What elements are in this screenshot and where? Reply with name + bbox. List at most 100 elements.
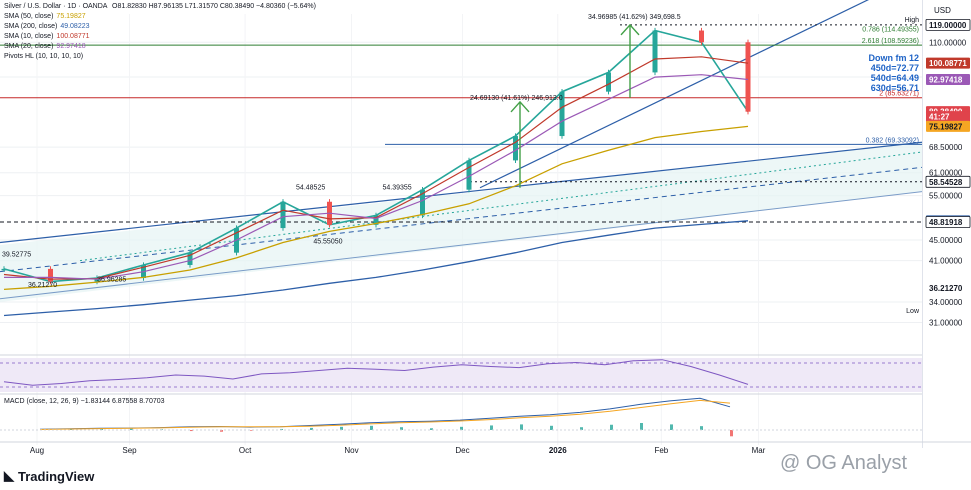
measure-arrow-mid-head xyxy=(510,100,530,113)
macd-histogram-bar xyxy=(490,425,493,430)
ohlc-values: O81.82830 H87.96135 L71.31570 C80.38490 … xyxy=(112,3,316,10)
indicator-label: SMA (10, close) xyxy=(4,33,54,40)
series-layer xyxy=(1,27,751,317)
price-tick-label: 68.50000 xyxy=(929,143,963,152)
pivot-label: 39.52775 xyxy=(2,251,31,258)
series-sma-10-close xyxy=(3,56,749,280)
overlay-layer xyxy=(0,0,923,303)
macd-histogram-bar xyxy=(640,423,643,430)
price-badge-label: 36.21270 xyxy=(929,284,963,293)
macd-histogram-bar xyxy=(280,428,283,430)
indicator-value: 92.97418 xyxy=(56,43,86,50)
channel-info-text: Down fm 12 xyxy=(868,53,919,63)
price-candle xyxy=(513,136,518,161)
indicator-value: 75.19827 xyxy=(56,13,86,20)
time-tick-label: Dec xyxy=(455,446,469,455)
channel-info-text: 630d=56.71 xyxy=(871,83,919,93)
macd-histogram-bar xyxy=(400,427,403,430)
macd-histogram-bar xyxy=(460,426,463,430)
price-tick-label: 110.00000 xyxy=(929,38,967,47)
indicator-value: 100.08771 xyxy=(56,33,90,40)
price-badge-label: 58.54528 xyxy=(929,178,963,187)
trend-line-steep xyxy=(479,0,869,189)
price-badge xyxy=(926,111,970,123)
pivot-label: 36.96285 xyxy=(97,277,126,284)
price-tick-label: 31.00000 xyxy=(929,318,963,327)
fib-label: 0.382 (69.33092) xyxy=(866,137,919,144)
logo-text: TradingView xyxy=(18,468,95,484)
macd-histogram-bar xyxy=(520,424,523,430)
macd-histogram-bar xyxy=(130,428,133,430)
price-candle xyxy=(745,42,751,112)
macd-histogram-bar xyxy=(610,424,613,430)
price-badge-label: 48.81918 xyxy=(929,218,963,227)
indicator-label: SMA (200, close) xyxy=(4,23,58,30)
macd-histogram-bar xyxy=(550,425,553,430)
price-badge-label: 119.00000 xyxy=(929,21,967,30)
price-badge-label: 75.19827 xyxy=(929,122,963,131)
indicator-legend-item[interactable]: Pivots HL (10, 10, 10, 10) xyxy=(4,52,86,62)
price-candle xyxy=(652,30,658,73)
price-badge xyxy=(926,73,970,85)
price-badge xyxy=(926,57,970,69)
price-tick-label: 41.00000 xyxy=(929,257,963,266)
channel-info-text: 540d=64.49 xyxy=(871,73,919,83)
series-sma-50-close xyxy=(3,125,749,291)
price-badge xyxy=(926,120,970,132)
series-sma-20-close xyxy=(4,74,749,280)
channel-upper-line xyxy=(0,141,923,244)
rsi-band xyxy=(0,358,922,392)
price-badge-label: 41:27 xyxy=(929,113,950,122)
price-candle xyxy=(699,30,704,43)
currency-label: USD xyxy=(934,6,951,15)
indicator-label: SMA (20, close) xyxy=(4,43,54,50)
price-candle xyxy=(559,91,565,137)
time-tick-label: Oct xyxy=(239,446,252,455)
price-badge-label: 92.97418 xyxy=(929,75,963,84)
time-tick-label: Nov xyxy=(344,446,358,455)
channel-mid-line xyxy=(0,166,923,273)
macd-histogram-bar xyxy=(340,426,343,430)
fib-label: 0.786 (114.49355) xyxy=(862,26,919,33)
macd-histogram-bar xyxy=(190,430,193,432)
price-tick-label: 34.00000 xyxy=(929,298,963,307)
macd-histogram-bar xyxy=(250,430,253,431)
indicator-label: SMA (50, close) xyxy=(4,13,54,20)
pivot-label: 54.48525 xyxy=(296,184,325,191)
measure-label-mid: 24.69130 (41.61%) 246,913.0 xyxy=(470,95,563,102)
fib-label: 2.618 (108.59236) xyxy=(862,38,919,45)
macd-signal-line xyxy=(39,399,731,430)
time-tick-label: Aug xyxy=(30,446,44,455)
price-tick-label: 45.00000 xyxy=(929,236,963,245)
high-label: High xyxy=(905,17,920,24)
macd-histogram-bar xyxy=(430,428,433,430)
rsi-line xyxy=(3,359,749,386)
price-axis[interactable]: USD110.0000094.0000068.5000061.0000055.0… xyxy=(922,0,971,448)
measure-arrow-top-head xyxy=(620,23,640,36)
time-tick-label: Sep xyxy=(122,446,137,455)
low-label: Low xyxy=(906,308,920,315)
time-tick-label: 2026 xyxy=(549,446,567,455)
macd-histogram-bar xyxy=(310,427,313,430)
price-candle xyxy=(466,160,472,190)
tradingview-logo[interactable]: ◣ TradingView xyxy=(4,468,94,484)
pivot-label: 45.55050 xyxy=(313,238,342,245)
author-watermark: @ OG Analyst xyxy=(780,452,908,474)
series-sma-200-close xyxy=(3,220,749,317)
indicator-legend-item[interactable]: SMA (200, close) 49.08223 xyxy=(4,22,90,32)
symbol-name[interactable]: Silver / U.S. Dollar · 1D · OANDA xyxy=(4,3,108,10)
price-badge-label: 100.08771 xyxy=(929,59,967,68)
indicator-legend-item[interactable]: SMA (50, close) 75.19827 xyxy=(4,12,86,22)
time-axis[interactable]: Aug Sep Oct Nov Dec 2026 Feb Mar xyxy=(0,441,971,455)
indicator-legend-item[interactable]: SMA (10, close) 100.08771 xyxy=(4,32,90,42)
macd-histogram-bar xyxy=(700,426,703,430)
macd-label: MACD (close, 12, 26, 9) −1.83144 6.87558… xyxy=(4,398,165,405)
price-badge xyxy=(926,282,970,294)
indicator-legend-item[interactable]: SMA (20, close) 92.97418 xyxy=(4,42,86,52)
macd-histogram-bar xyxy=(730,430,733,437)
price-candle xyxy=(606,72,611,92)
channel-dotted-line xyxy=(79,151,923,262)
symbol-title[interactable]: Silver / U.S. Dollar · 1D · OANDA O81.82… xyxy=(4,2,316,12)
channel-info-text: 450d=72.77 xyxy=(871,63,919,73)
